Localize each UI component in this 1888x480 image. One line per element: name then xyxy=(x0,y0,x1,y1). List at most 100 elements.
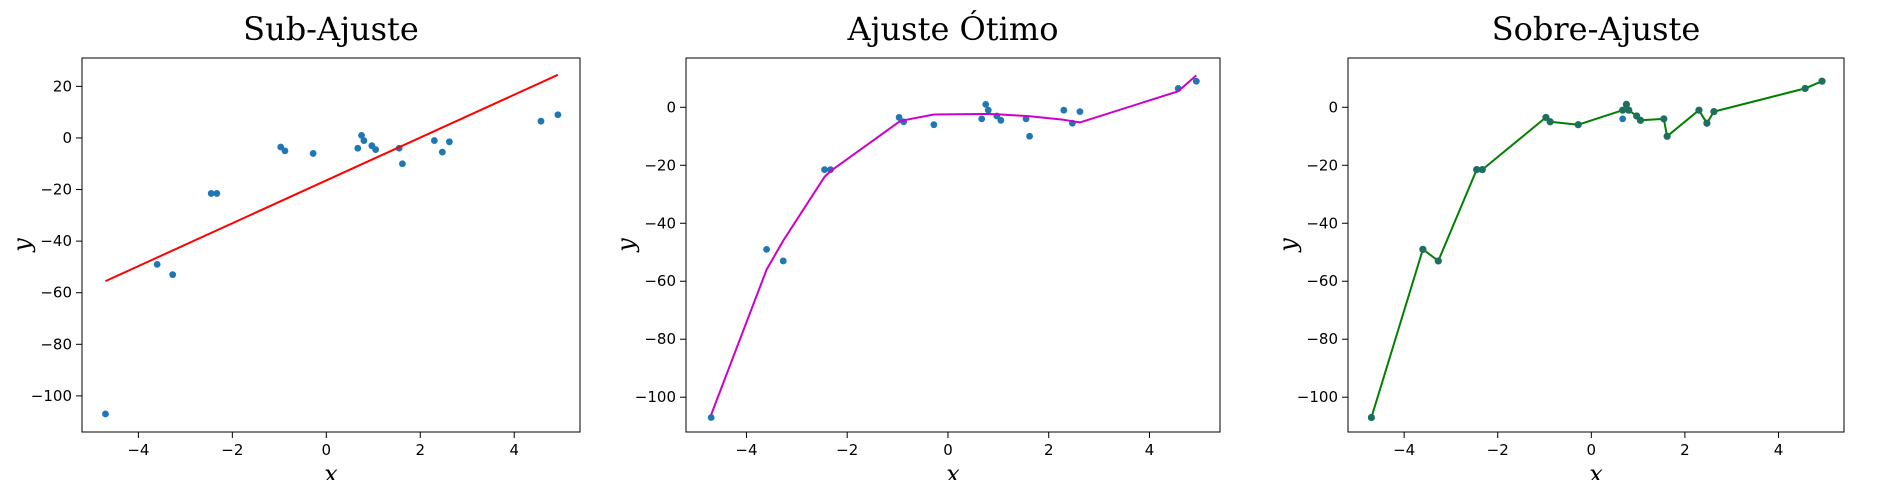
data-point xyxy=(358,131,365,139)
x-tick-label: −2 xyxy=(1487,441,1509,459)
data-point xyxy=(930,121,938,129)
data-point xyxy=(1192,77,1200,85)
x-axis-label: x xyxy=(324,460,338,480)
data-point xyxy=(554,111,562,119)
data-point xyxy=(827,166,834,174)
x-tick-label: −4 xyxy=(127,441,149,459)
data-point xyxy=(1619,115,1627,123)
data-point xyxy=(281,147,289,155)
data-point xyxy=(360,137,368,144)
x-tick-label: 4 xyxy=(1145,441,1155,459)
fit-marker xyxy=(1367,413,1375,422)
data-point xyxy=(1060,106,1068,114)
x-axis-label: x xyxy=(1589,460,1603,480)
y-tick-label: 0 xyxy=(666,98,676,116)
data-point xyxy=(821,166,828,174)
fit-marker xyxy=(1636,116,1645,124)
x-tick-label: 0 xyxy=(943,441,953,459)
x-tick-label: 4 xyxy=(509,441,519,459)
x-tick-label: 0 xyxy=(322,441,332,459)
chart-title: Ajuste Ótimo xyxy=(847,10,1059,48)
x-tick-label: −2 xyxy=(836,441,858,459)
fit-marker xyxy=(1574,121,1582,129)
chart-title: Sobre-Ajuste xyxy=(1492,10,1701,48)
fit-marker xyxy=(1818,77,1826,85)
fit-marker xyxy=(1663,132,1671,140)
x-tick-label: −4 xyxy=(735,441,757,459)
data-point xyxy=(438,148,446,156)
y-tick-label: 20 xyxy=(53,77,72,95)
fit-line xyxy=(105,73,559,283)
y-tick-label: −60 xyxy=(644,272,676,290)
y-tick-label: −40 xyxy=(644,214,676,232)
chart-title: Sub-Ajuste xyxy=(243,10,419,48)
fit-marker xyxy=(1473,166,1481,174)
data-point xyxy=(537,117,545,125)
plot-frame xyxy=(1347,57,1845,433)
data-point xyxy=(982,100,990,108)
fit-marker xyxy=(1703,119,1711,127)
fit-marker xyxy=(1660,115,1668,123)
data-point xyxy=(779,257,787,265)
y-tick-label: −80 xyxy=(40,335,72,353)
data-point xyxy=(997,116,1005,124)
y-tick-label: −20 xyxy=(644,156,676,174)
y-tick-label: −100 xyxy=(31,387,72,405)
y-axis-label: y xyxy=(612,238,640,253)
fit-marker xyxy=(1434,257,1442,265)
data-point xyxy=(430,137,438,144)
data-point xyxy=(169,271,177,279)
data-point xyxy=(372,146,380,153)
data-point xyxy=(1022,115,1030,123)
y-axis-label: y xyxy=(1274,238,1302,253)
y-tick-label: −80 xyxy=(644,330,676,348)
data-point xyxy=(207,190,215,197)
y-tick-label: 0 xyxy=(1328,98,1338,116)
x-tick-label: −2 xyxy=(221,441,243,459)
fit-marker xyxy=(1625,106,1633,114)
x-axis-label: x xyxy=(946,460,960,480)
plot-frame xyxy=(81,57,581,433)
data-point xyxy=(399,160,406,168)
fit-line xyxy=(710,74,1197,415)
y-tick-label: 0 xyxy=(62,129,72,147)
y-tick-label: −100 xyxy=(635,388,676,406)
x-tick-label: 4 xyxy=(1774,441,1784,459)
y-tick-label: −40 xyxy=(40,232,72,250)
fit-marker xyxy=(1619,106,1627,114)
data-point xyxy=(978,115,986,123)
x-tick-label: 2 xyxy=(1680,441,1690,459)
data-point xyxy=(1076,108,1084,116)
data-point xyxy=(102,410,109,418)
data-point xyxy=(213,190,221,197)
fit-marker xyxy=(1546,118,1554,126)
data-point xyxy=(984,106,992,114)
y-tick-label: −60 xyxy=(1306,272,1338,290)
data-point xyxy=(707,414,715,421)
y-tick-label: −60 xyxy=(40,284,72,302)
y-tick-label: −100 xyxy=(1297,388,1338,406)
data-point xyxy=(445,138,453,146)
fit-marker xyxy=(1801,84,1809,93)
data-point xyxy=(895,114,903,121)
x-tick-label: 0 xyxy=(1587,441,1597,459)
data-point xyxy=(354,144,362,152)
data-point xyxy=(153,260,161,268)
fit-marker xyxy=(1478,166,1486,174)
data-point xyxy=(1026,132,1033,140)
fit-marker xyxy=(1710,108,1718,116)
x-tick-label: −4 xyxy=(1393,441,1415,459)
x-tick-label: 2 xyxy=(1044,441,1054,459)
fit-marker xyxy=(1419,245,1427,253)
y-axis-label: y xyxy=(8,238,36,253)
y-tick-label: −20 xyxy=(1306,156,1338,174)
data-point xyxy=(763,245,771,253)
fit-marker xyxy=(1622,100,1631,108)
y-tick-label: −40 xyxy=(1306,214,1338,232)
plot-frame xyxy=(685,57,1221,433)
data-point xyxy=(309,150,317,157)
y-tick-label: −20 xyxy=(40,181,72,199)
